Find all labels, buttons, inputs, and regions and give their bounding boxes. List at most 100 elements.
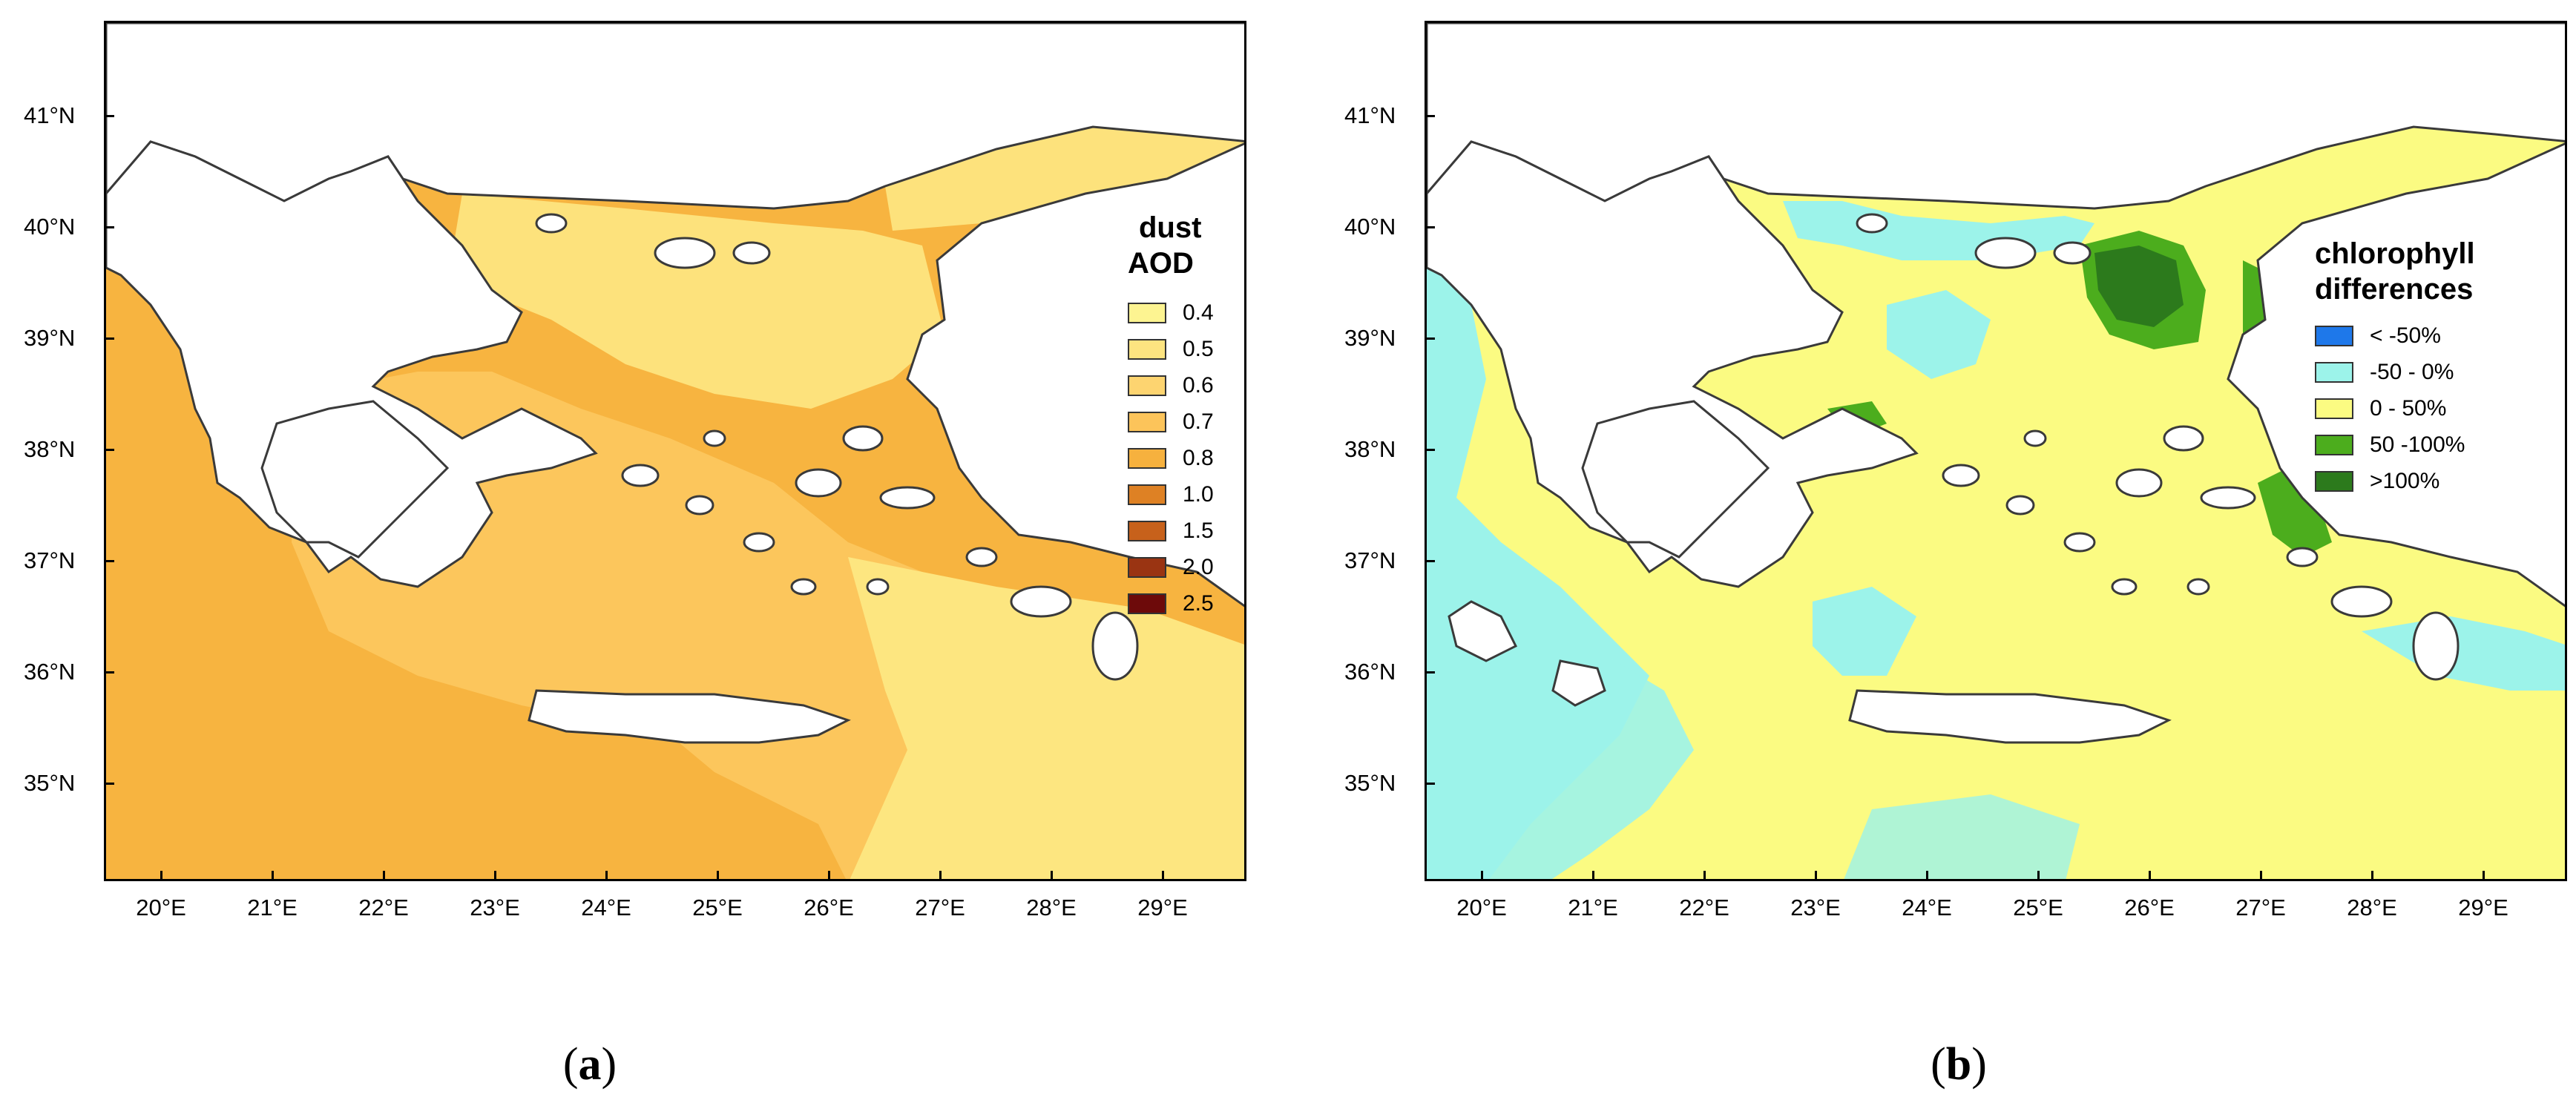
legend-label: 50 -100%	[2370, 432, 2465, 457]
legend-swatch	[1128, 447, 1166, 469]
latitude-label: 38°N	[1344, 436, 1396, 462]
longitude-label: 22°E	[358, 895, 409, 920]
longitude-tick	[1926, 871, 1928, 881]
islands	[535, 213, 1139, 681]
legend-label: 0.7	[1183, 409, 1214, 434]
latitude-tick	[104, 226, 114, 228]
longitude-tick	[2037, 871, 2040, 881]
legend-row: 1.5	[1128, 513, 1214, 549]
legend-title-line1: chlorophyll	[2315, 237, 2475, 270]
longitude-tick	[2371, 871, 2373, 881]
latitude-label: 35°N	[1344, 770, 1396, 796]
legend-row: 0.8	[1128, 440, 1214, 476]
latitude-tick	[104, 671, 114, 673]
legend-items: < -50% -50 - 0% 0 - 50% 50 -100% >100%	[2315, 317, 2475, 499]
legend-row: 0.7	[1128, 404, 1214, 440]
legend-label: 0.6	[1183, 372, 1214, 398]
legend-label: 1.0	[1183, 481, 1214, 507]
caption-b: (b)	[1931, 1039, 1987, 1090]
legend-swatch	[2315, 434, 2353, 455]
land-greece	[106, 140, 598, 588]
land-anatolia	[2227, 142, 2565, 607]
latitude-label: 36°N	[24, 659, 76, 685]
panel-chlorophyll-differences: chlorophyll differences < -50% -50 - 0% 0 …	[1344, 21, 2567, 920]
longitude-label: 27°E	[2235, 895, 2286, 920]
longitude-label: 29°E	[2458, 895, 2508, 920]
latitude-tick	[104, 449, 114, 451]
longitude-tick	[160, 871, 162, 881]
sea-aod-north	[455, 194, 944, 409]
legend-label: 0.4	[1183, 300, 1214, 325]
chlorophyll-map	[1427, 23, 2565, 879]
legend-swatch	[2315, 398, 2353, 419]
legend-title-line2: AOD	[1128, 247, 1194, 280]
longitude-label: 28°E	[1026, 895, 1077, 920]
latitude-tick	[104, 560, 114, 562]
longitude-tick	[1703, 871, 1706, 881]
latitude-tick	[1425, 337, 1435, 340]
land-peloponnese	[1581, 400, 1770, 559]
longitude-tick	[828, 871, 830, 881]
latitude-tick	[104, 115, 114, 117]
longitude-label: 21°E	[247, 895, 298, 920]
legend-swatch	[1128, 302, 1166, 323]
caption-letter: a	[578, 1039, 602, 1090]
chl-low-south	[1813, 587, 1916, 676]
legend-label: 2.0	[1183, 554, 1214, 579]
longitude-label: 23°E	[470, 895, 520, 920]
longitude-tick	[383, 871, 385, 881]
longitude-label: 27°E	[915, 895, 965, 920]
longitude-label: 23°E	[1790, 895, 1841, 920]
chl-low-aegean	[1887, 290, 1991, 379]
latitude-tick	[1425, 449, 1435, 451]
legend-swatch	[2315, 325, 2353, 346]
longitude-tick	[1051, 871, 1053, 881]
legend-label: -50 - 0%	[2370, 359, 2454, 384]
legend-label: 0 - 50%	[2370, 395, 2447, 421]
longitude-tick	[1592, 871, 1594, 881]
map-frame	[104, 21, 1246, 881]
legend-items: 0.4 0.5 0.6 0.7 0.8 1.0 1.5 2.0 2.5	[1128, 294, 1214, 622]
latitude-tick	[104, 783, 114, 785]
land-peloponnese	[260, 400, 450, 559]
islands	[1856, 213, 2460, 681]
sea-aod-marmara	[885, 127, 1244, 231]
legend-swatch	[1128, 411, 1166, 432]
legend-row: 2.0	[1128, 549, 1214, 585]
latitude-tick	[104, 337, 114, 340]
latitude-label: 37°N	[24, 547, 76, 573]
dust-aod-map	[106, 23, 1244, 879]
legend-swatch	[2315, 361, 2353, 383]
land-crete	[528, 689, 851, 744]
legend-title-line2: differences	[2315, 273, 2474, 306]
legend-label: >100%	[2370, 468, 2440, 493]
longitude-tick	[2149, 871, 2151, 881]
latitude-label: 41°N	[1344, 102, 1396, 128]
longitude-tick	[2483, 871, 2485, 881]
latitude-label: 39°N	[1344, 325, 1396, 351]
legend-chlorophyll: chlorophyll differences < -50% -50 - 0% 0 …	[2315, 236, 2475, 499]
legend-dust-aod: dust AOD 0.4 0.5 0.6 0.7 0.8 1.0 1.5 2.0 2.5	[1128, 210, 1214, 622]
longitude-label: 25°E	[2013, 895, 2063, 920]
map-frame	[1425, 21, 2567, 881]
sea-aod-east	[848, 557, 1244, 879]
legend-label: 0.8	[1183, 445, 1214, 470]
longitude-label: 25°E	[692, 895, 743, 920]
longitude-label: 24°E	[1902, 895, 1952, 920]
longitude-label: 24°E	[581, 895, 631, 920]
legend-row: >100%	[2315, 463, 2475, 499]
legend-row: 0.5	[1128, 331, 1214, 367]
longitude-label: 26°E	[804, 895, 854, 920]
legend-swatch	[1128, 556, 1166, 578]
longitude-label: 20°E	[1456, 895, 1507, 920]
longitude-label: 29°E	[1137, 895, 1188, 920]
panel-dust-aod: dust AOD 0.4 0.5 0.6 0.7 0.8 1.0 1.5 2.0 2.5 41°…	[24, 21, 1246, 920]
latitude-label: 39°N	[24, 325, 76, 351]
latitude-label: 40°N	[1344, 214, 1396, 240]
legend-swatch	[1128, 484, 1166, 505]
latitude-label: 38°N	[24, 436, 76, 462]
longitude-tick	[1162, 871, 1164, 881]
longitude-label: 21°E	[1568, 895, 1618, 920]
legend-row: 1.0	[1128, 476, 1214, 513]
longitude-tick	[717, 871, 719, 881]
